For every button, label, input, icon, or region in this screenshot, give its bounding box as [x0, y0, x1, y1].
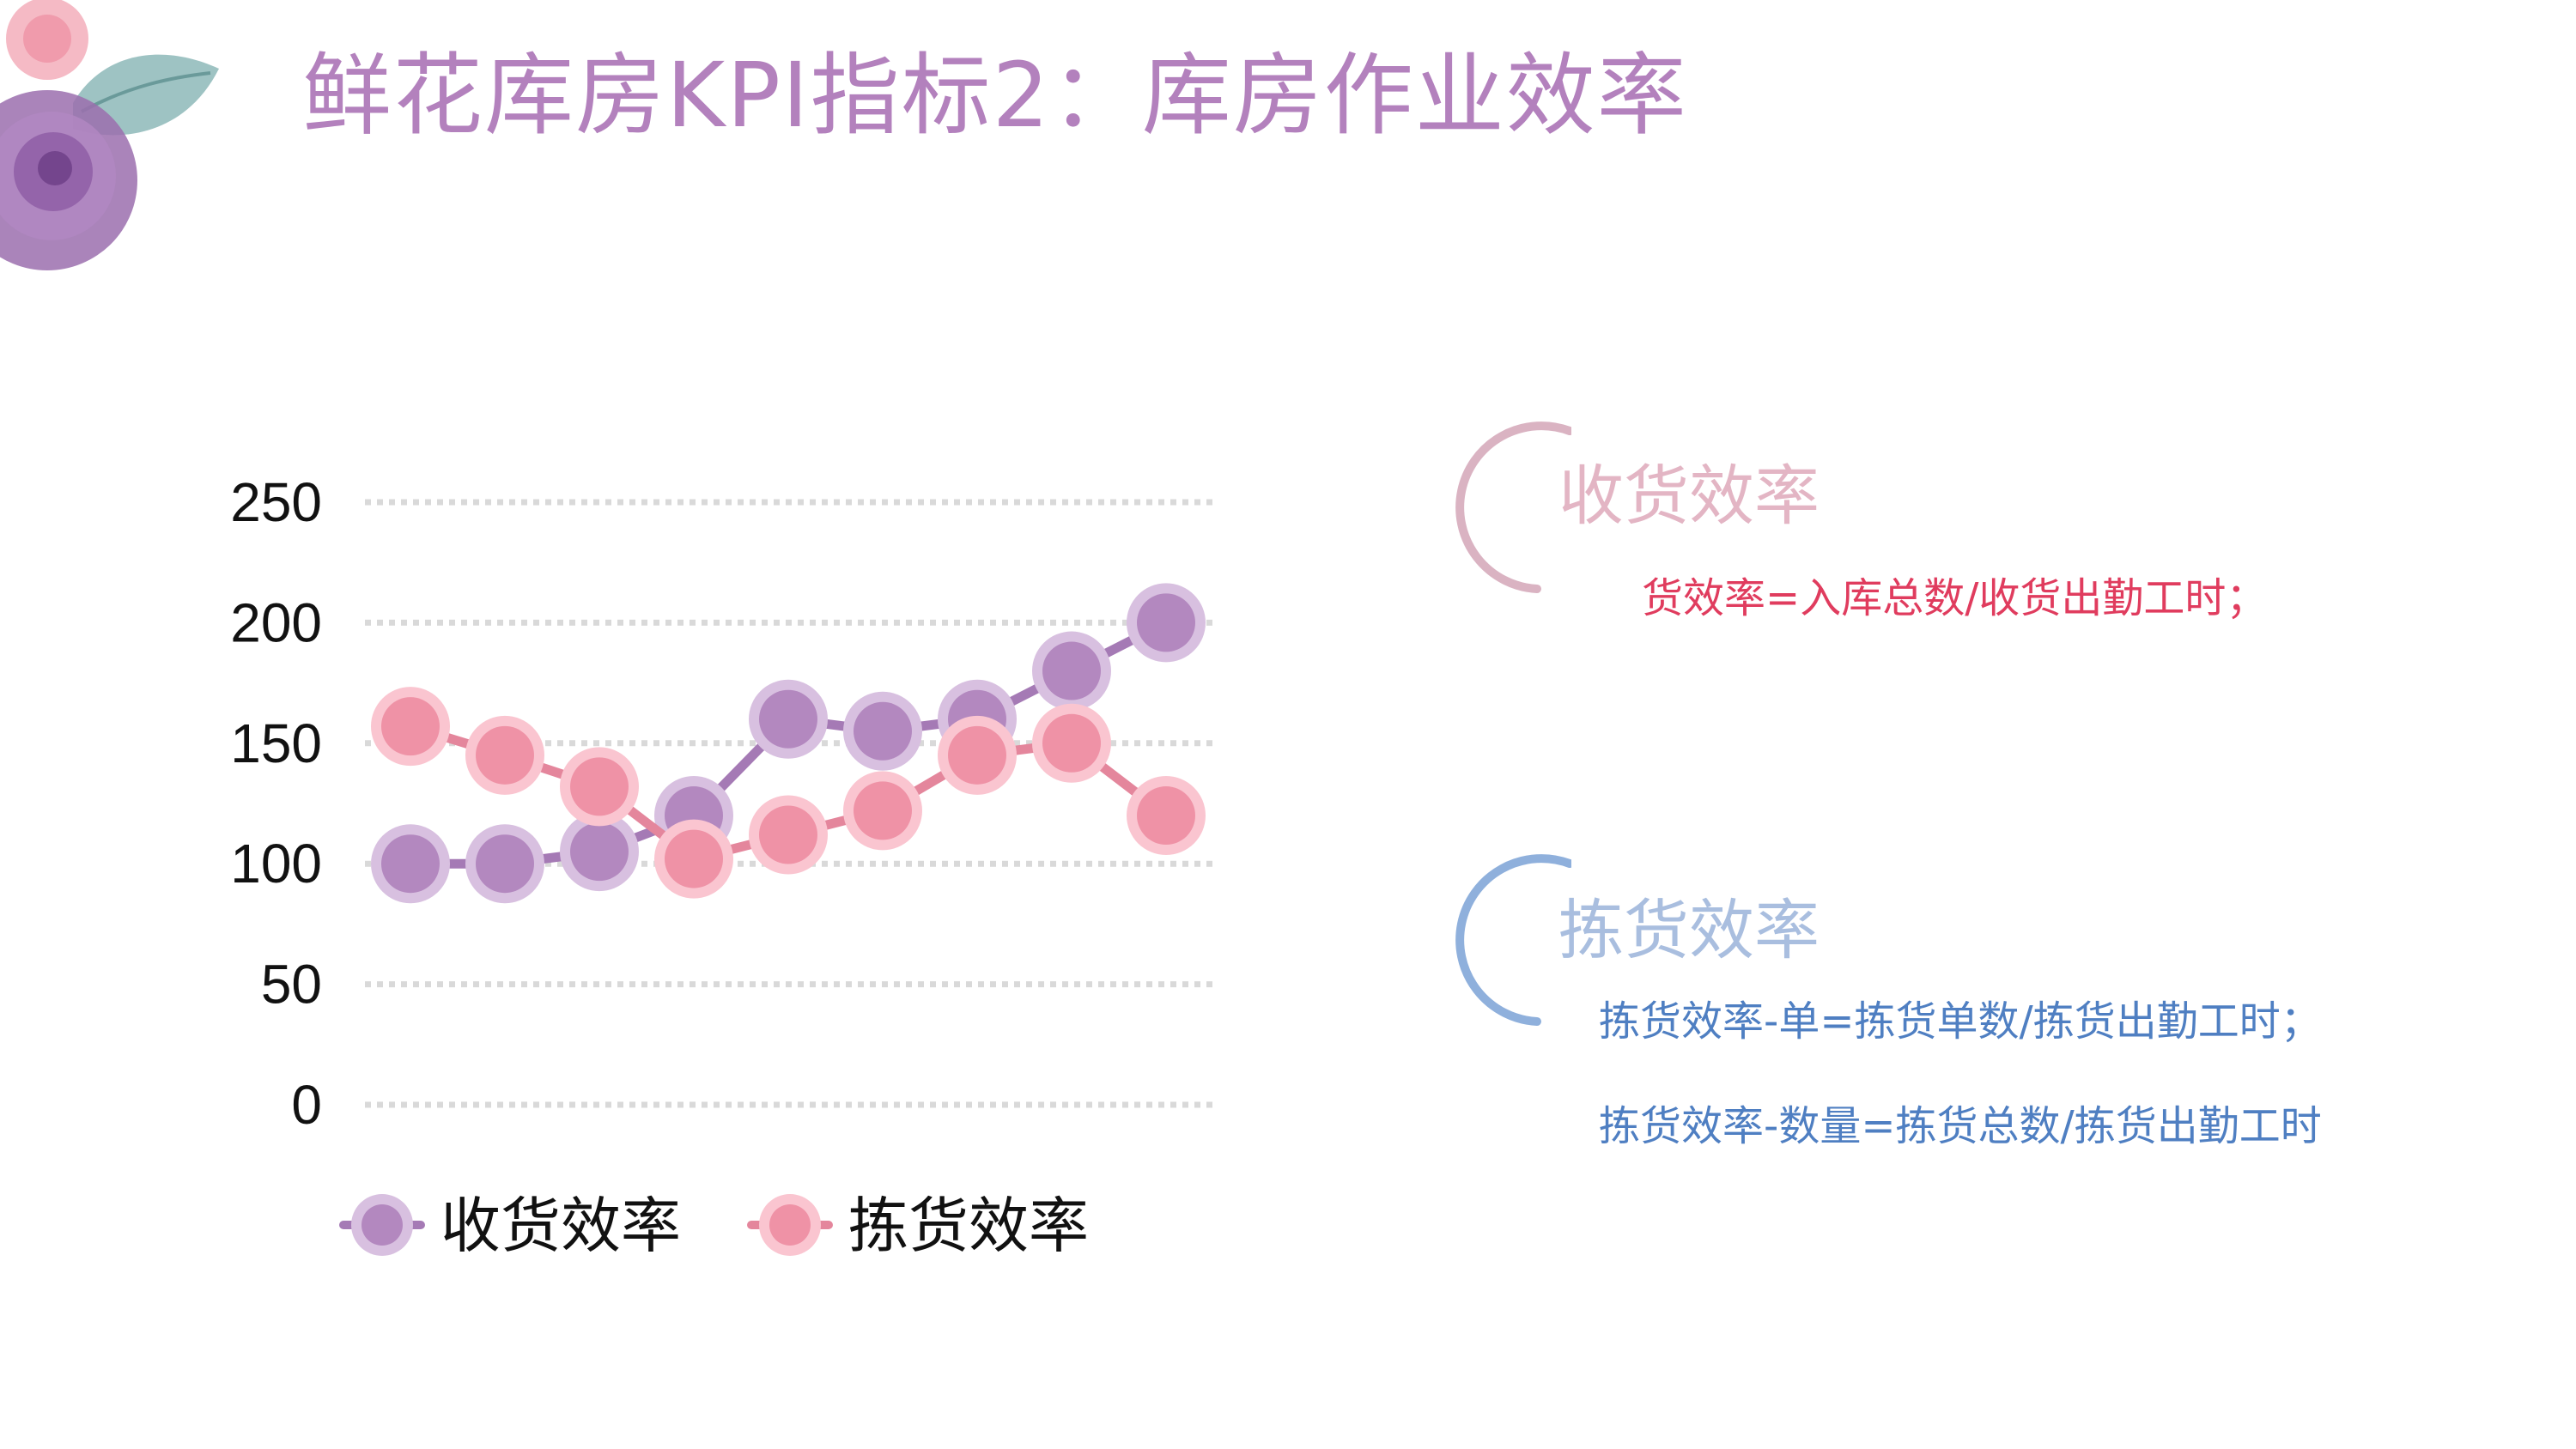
series-2	[371, 687, 1206, 899]
line-chart: 0 50 100 150 200 250 收货效率 拣货效率	[230, 471, 1215, 1261]
legend-item: 收货效率	[339, 1191, 681, 1261]
leaf-shape	[73, 54, 219, 136]
y-tick-label: 0	[291, 1074, 322, 1136]
legend-marker	[361, 1204, 403, 1246]
y-tick-label: 150	[230, 712, 322, 774]
picking-arc-decoration	[1455, 854, 1571, 1026]
data-point	[465, 715, 544, 795]
data-point	[843, 691, 922, 771]
data-point	[1127, 583, 1206, 663]
data-point	[654, 819, 733, 899]
data-point	[843, 771, 922, 851]
y-tick-label: 200	[230, 591, 322, 653]
legend-label: 拣货效率	[848, 1191, 1089, 1261]
receiving-arc-decoration	[1455, 421, 1571, 593]
data-point	[560, 812, 639, 892]
y-axis: 0 50 100 150 200 250	[230, 471, 322, 1136]
data-point	[1032, 703, 1111, 783]
data-point	[560, 747, 639, 827]
receiving-efficiency-title: 收货效率	[1558, 458, 1820, 534]
legend-label: 收货效率	[440, 1191, 681, 1261]
data-point	[1032, 631, 1111, 711]
data-point	[749, 679, 828, 759]
legend-item: 拣货效率	[747, 1191, 1089, 1261]
flower-decoration	[0, 0, 219, 270]
legend: 收货效率 拣货效率	[339, 1191, 1089, 1261]
legend-marker	[769, 1204, 811, 1246]
series-group	[371, 583, 1206, 904]
data-point	[749, 795, 828, 875]
y-tick-label: 250	[230, 471, 322, 533]
data-point	[371, 687, 450, 767]
data-point	[465, 824, 544, 904]
data-point	[371, 824, 450, 904]
picking-efficiency-formula-quantity: 拣货效率-数量=拣货总数/拣货出勤工时	[1599, 1102, 2322, 1150]
picking-efficiency-formula-orders: 拣货效率-单=拣货单数/拣货出勤工时；	[1599, 997, 2322, 1046]
y-tick-label: 50	[261, 954, 322, 1016]
page-title: 鲜花库房KPI指标2：库房作业效率	[302, 43, 1688, 148]
data-point	[1127, 776, 1206, 856]
receiving-efficiency-formula: 货效率=入库总数/收货出勤工时；	[1642, 574, 2268, 622]
series-1	[371, 583, 1206, 904]
y-tick-label: 100	[230, 833, 322, 894]
picking-efficiency-title: 拣货效率	[1558, 892, 1820, 968]
data-point	[938, 715, 1017, 795]
